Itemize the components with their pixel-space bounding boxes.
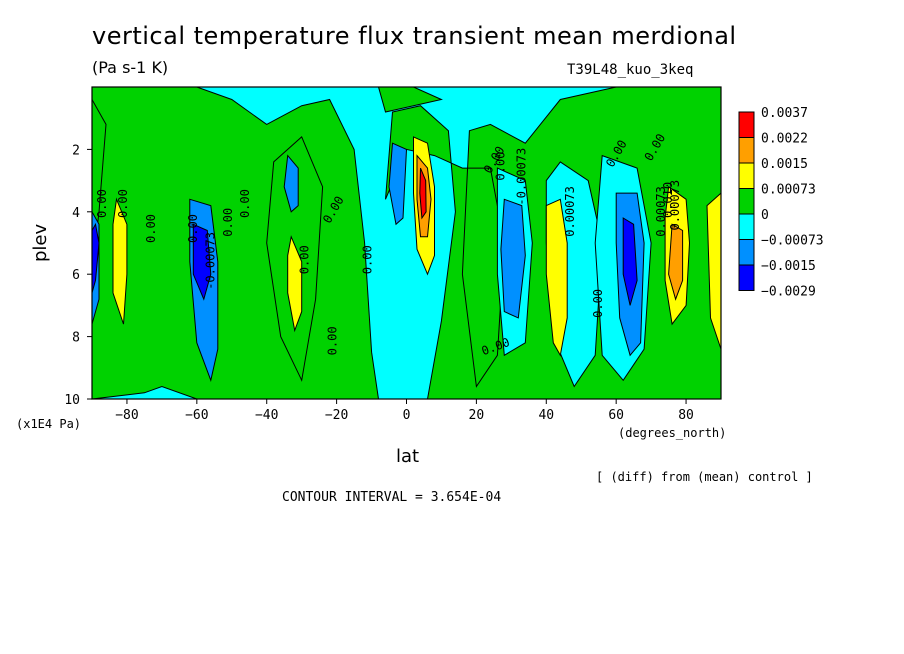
x-axis-unit: (degrees_north) [618,426,727,440]
x-tick-label: 20 [469,408,485,423]
contour-interval: CONTOUR INTERVAL = 3.654E-04 [282,490,502,505]
blue-min-4 [283,154,299,213]
legend-label: −0.0029 [761,285,816,300]
y-axis-label: plev [30,223,51,262]
contour-label: 0.00 [361,245,375,274]
legend-swatch [738,137,755,164]
y-tick-label: 6 [72,268,80,283]
run-label: T39L48_kuo_3keq [567,62,694,78]
y-tick-label: 2 [72,143,80,158]
contour-label: 0.00 [326,326,340,355]
contour-label: 0.00073 [654,186,668,237]
blue-min-5 [388,142,408,226]
contour-label: 0.00073 [668,180,682,231]
contour-label: 0.00 [298,245,312,274]
contour-label: 0.00 [186,214,200,243]
legend-label: 0.0015 [761,157,808,172]
y-tick-label: 10 [64,393,80,408]
legend-swatch [738,239,755,266]
legend-label: 0.00073 [761,183,816,198]
blue-min-8 [622,217,638,306]
contour-label: 0.010 [661,182,675,218]
legend-swatch [738,162,755,189]
contour-label: -0.00073 [514,148,528,206]
yellow-max-1 [112,197,128,325]
contour-label: 0.00 [238,189,252,218]
x-tick-label: −40 [255,408,278,423]
legend-swatch [738,264,755,291]
x-tick-label: 40 [538,408,554,423]
x-tick-label: −20 [325,408,348,423]
legend-label: −0.00073 [761,234,824,249]
legend-label: 0.0037 [761,106,808,121]
x-axis-label: lat [396,446,420,467]
contour-label: 0.00 [116,189,130,218]
footer-note: [ (diff) from (mean) control ] [596,470,813,484]
y-tick-label: 8 [72,331,80,346]
legend-label: 0 [761,208,769,223]
legend-label: −0.0015 [761,259,816,274]
x-tick-label: −60 [185,408,208,423]
contour-label: 0.00 [591,289,605,318]
x-tick-label: 60 [608,408,624,423]
contour-label: 0.00 [221,208,235,237]
contour-label: -0.00073 [203,232,217,290]
x-tick-label: 80 [678,408,694,423]
chart-title: vertical temperature flux transient mean… [92,22,737,50]
y-axis-unit: (x1E4 Pa) [16,417,82,431]
contour-label: 0.00 [144,214,158,243]
x-tick-label: −80 [115,408,138,423]
legend-swatch [738,188,755,215]
chart-units: (Pa s-1 K) [92,58,169,77]
contour-label: 0.00073 [563,186,577,237]
contour-label: 0.00 [493,152,507,181]
blue-min-3 [192,223,212,301]
legend-label: 0.0022 [761,132,808,147]
contour-label: 0.00 [95,189,109,218]
y-tick-label: 4 [72,206,80,221]
yellow-max-3 [545,198,568,357]
legend-swatch [738,111,755,138]
orange-max-2 [668,223,684,301]
yellow-max-2 [287,235,303,333]
x-tick-label: 0 [403,408,411,423]
blue-min-6 [500,198,526,319]
legend-swatch [738,213,755,240]
red-max-1 [419,167,427,220]
